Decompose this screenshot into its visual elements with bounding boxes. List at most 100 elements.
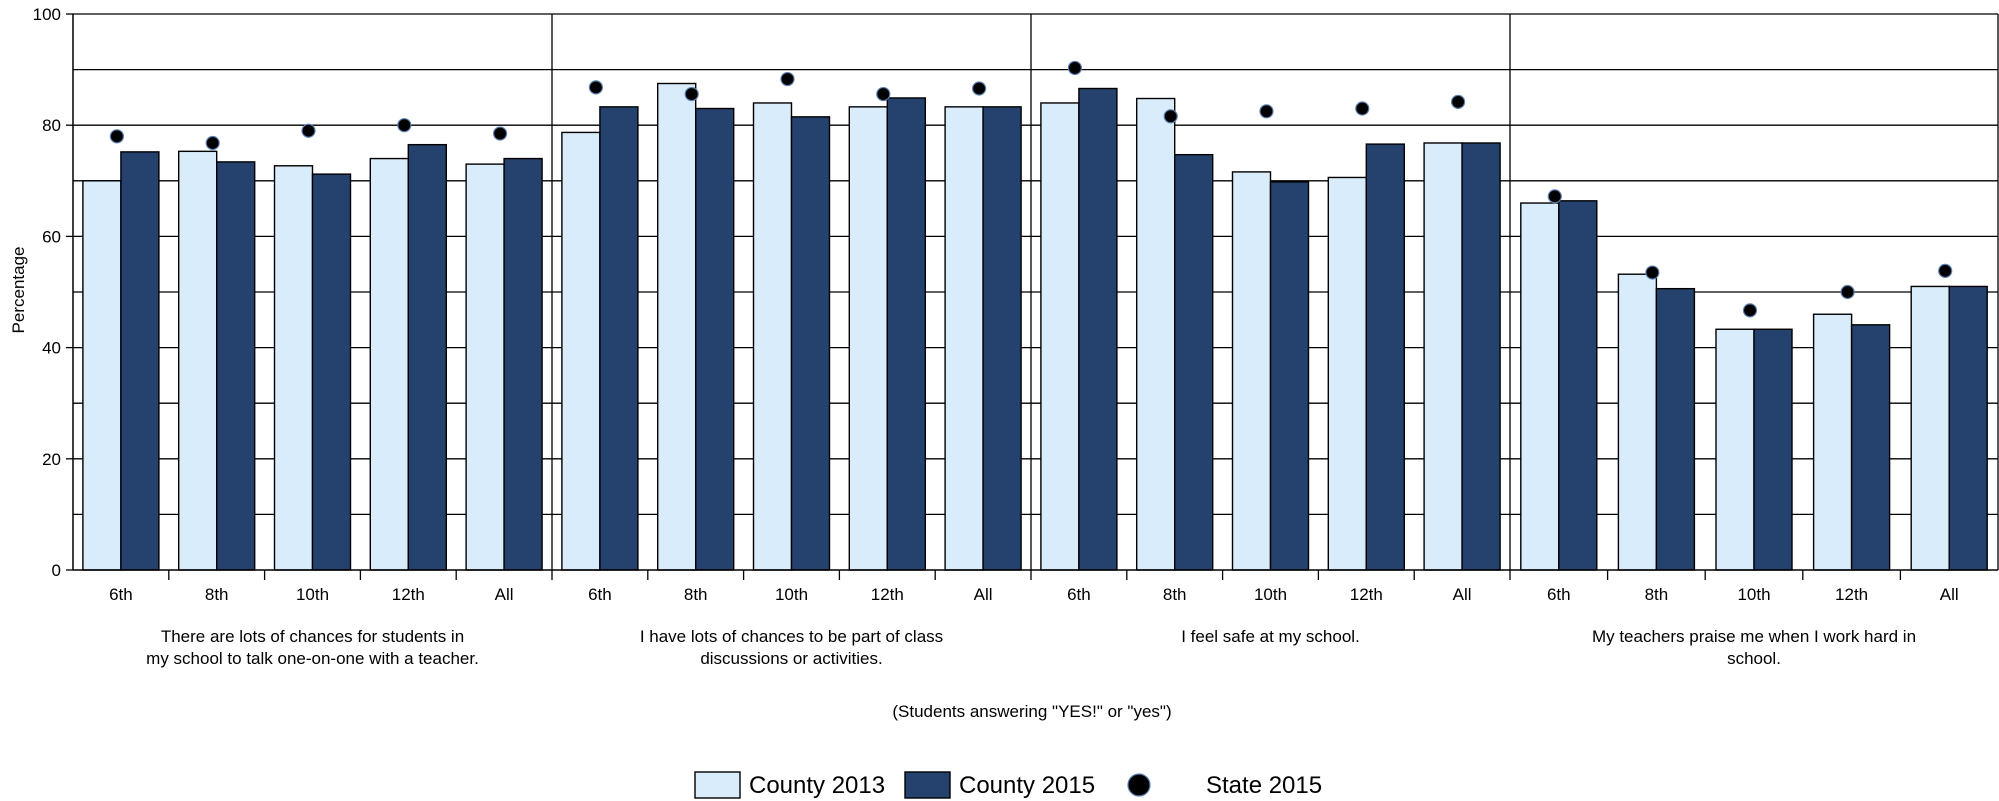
bar-county-2015 (1461, 142, 1501, 571)
bar-county-2015 (1655, 287, 1696, 571)
bar-county-2013 (848, 106, 888, 571)
legend-label-state-2015: State 2015 (1206, 772, 1322, 799)
bar-county-2015 (1365, 143, 1406, 571)
bar-county-2015 (311, 173, 352, 571)
bar-county-2015 (1850, 324, 1891, 571)
axes (66, 13, 1998, 580)
x-category-label: 12th (1350, 585, 1383, 604)
group-label: My teachers praise me when I work hard i… (1592, 627, 1916, 668)
legend-swatch-county-2013 (694, 771, 741, 799)
bar-county-2013 (82, 180, 122, 571)
x-category-label: 10th (1737, 585, 1770, 604)
group-label-line: school. (1727, 649, 1781, 668)
point-state-2015 (1163, 109, 1178, 124)
x-category-label: 6th (588, 585, 612, 604)
point-state-2015 (1547, 189, 1562, 204)
group-label-line: There are lots of chances for students i… (161, 627, 464, 646)
point-state-2015 (684, 86, 699, 102)
bar-county-2013 (1520, 202, 1560, 571)
bar-county-2013 (944, 106, 984, 571)
bar-county-2013 (1040, 102, 1080, 571)
bar-county-2015 (1948, 285, 1988, 571)
x-axis-title: (Students answering "YES!" or "yes") (892, 702, 1171, 721)
bar-county-2013 (177, 150, 218, 571)
group-label-line: I have lots of chances to be part of cla… (640, 627, 943, 646)
point-state-2015 (876, 86, 891, 102)
y-tick-label: 0 (52, 561, 61, 580)
y-tick-label: 100 (33, 5, 61, 24)
grid-lines (73, 13, 1999, 580)
bar-county-2013 (1617, 273, 1658, 571)
x-category-label: 8th (1645, 585, 1669, 604)
point-state-2015 (301, 123, 316, 138)
bar-county-2015 (886, 97, 926, 571)
bar-county-2015 (120, 151, 160, 571)
point-state-2015 (109, 129, 125, 144)
group-label-line: My teachers praise me when I work hard i… (1592, 627, 1916, 646)
x-category-label: 8th (205, 585, 229, 604)
legend-label-county-2013: County 2013 (749, 772, 885, 799)
point-state-2015 (971, 81, 987, 96)
bar-county-2013 (1135, 97, 1176, 571)
x-category-label: 6th (1067, 585, 1091, 604)
point-state-2015 (1742, 303, 1758, 318)
y-axis-title: Percentage (9, 247, 28, 334)
x-category-label: All (1940, 585, 1959, 604)
x-category-label: 10th (296, 585, 329, 604)
x-category-label: All (1453, 585, 1472, 604)
point-state-2015 (588, 80, 604, 95)
point-state-2015 (780, 71, 795, 87)
x-category-label: 8th (684, 585, 708, 604)
bar-county-2015 (503, 157, 543, 571)
x-category-label: 12th (871, 585, 904, 604)
point-state-2015 (205, 135, 220, 151)
point-state-2015 (1355, 101, 1370, 116)
x-category-label: 12th (392, 585, 425, 604)
state-points (109, 60, 1953, 318)
bar-county-2015 (790, 116, 831, 571)
bar-county-2015 (1078, 87, 1118, 571)
bar-county-2015 (695, 107, 735, 571)
bar-county-2015 (599, 106, 639, 571)
bar-county-2013 (1910, 285, 1950, 571)
bar-county-2015 (215, 161, 256, 571)
point-state-2015 (1067, 60, 1083, 76)
x-category-label: 10th (1254, 585, 1287, 604)
bar-county-2015 (1753, 328, 1793, 571)
x-category-label: 6th (109, 585, 133, 604)
bar-county-2015 (407, 143, 447, 571)
group-label: There are lots of chances for students i… (146, 627, 479, 668)
x-category-label: All (974, 585, 993, 604)
legend-swatch-county-2015 (904, 771, 951, 799)
bar-county-2013 (1715, 328, 1755, 571)
point-state-2015 (1450, 94, 1466, 109)
bar-county-2013 (1327, 176, 1368, 571)
bar-county-2013 (369, 157, 409, 571)
point-state-2015 (1840, 284, 1855, 300)
y-tick-label: 40 (42, 339, 61, 358)
group-label: I feel safe at my school. (1181, 627, 1360, 646)
group-label-line: discussions or activities. (700, 649, 882, 668)
point-state-2015 (1938, 263, 1953, 278)
x-category-label: 12th (1835, 585, 1868, 604)
x-category-label: 10th (775, 585, 808, 604)
bar-county-2013 (1812, 313, 1853, 571)
group-label: I have lots of chances to be part of cla… (640, 627, 943, 668)
bar-county-2013 (273, 165, 314, 571)
bar-county-2013 (1423, 142, 1463, 571)
bar-county-2015 (1173, 153, 1214, 571)
point-state-2015 (493, 126, 508, 141)
bar-county-2013 (1231, 171, 1272, 571)
legend-label-county-2015: County 2015 (959, 772, 1095, 799)
y-tick-label: 80 (42, 116, 61, 135)
labels: 0 20 40 60 80 100 6th 8th 10th 12th All There are l… (33, 5, 1959, 668)
point-state-2015 (1259, 104, 1274, 119)
x-category-label: All (495, 585, 514, 604)
legend-marker-state-2015 (1127, 773, 1151, 797)
point-state-2015 (397, 118, 412, 133)
bar-county-2013 (561, 131, 601, 571)
x-category-label: 6th (1547, 585, 1571, 604)
legend: County 2013 County 2015 State 2015 (694, 771, 1322, 799)
group-label-line: my school to talk one-on-one with a teac… (146, 649, 479, 668)
